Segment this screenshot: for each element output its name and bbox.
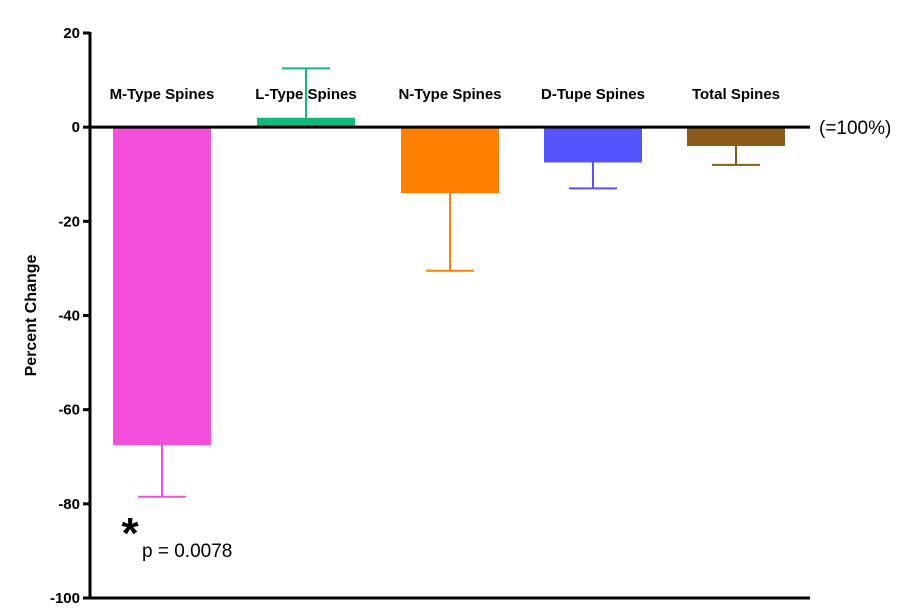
y-axis-label: Percent Change: [23, 254, 40, 376]
category-label-total-spines: Total Spines: [692, 86, 780, 103]
category-label-n-type-spines: N-Type Spines: [398, 86, 501, 103]
bar-d-tupe-spines: [544, 127, 642, 163]
y-tick-label: -20: [58, 213, 80, 230]
category-label-l-type-spines: L-Type Spines: [255, 86, 356, 103]
y-ticks-layer: 20 0 -20 -40 -60 -80 -100: [50, 25, 90, 607]
bar-total-spines: [687, 127, 785, 146]
reference-line-label: (=100%): [819, 118, 891, 139]
error-bar-n-type-spines: [426, 193, 474, 272]
y-tick-label: 20: [63, 25, 80, 42]
error-bar-m-type-spines: [138, 444, 186, 498]
y-tick-label: 0: [72, 119, 80, 136]
category-label-m-type-spines: M-Type Spines: [110, 86, 215, 103]
bar-n-type-spines: [401, 127, 499, 194]
error-bar-d-tupe-spines: [569, 162, 617, 190]
y-tick-label: -80: [58, 496, 80, 513]
error-bar-total-spines: [712, 146, 760, 166]
y-tick-label: -100: [50, 590, 80, 607]
bars-layer: [113, 117, 785, 445]
category-label-d-tupe-spines: D-Tupe Spines: [541, 86, 645, 103]
bar-m-type-spines: [113, 127, 211, 445]
error-bars-layer: [138, 67, 760, 498]
y-tick-label: -60: [58, 402, 80, 419]
significance-marker: *: [121, 509, 139, 558]
y-tick-label: -40: [58, 308, 80, 325]
bar-l-type-spines: [257, 117, 355, 128]
error-bar-l-type-spines: [282, 67, 330, 118]
category-labels-layer: M-Type Spines L-Type Spines N-Type Spines D…: [110, 86, 780, 103]
p-value-annotation: p = 0.0078: [142, 541, 232, 562]
